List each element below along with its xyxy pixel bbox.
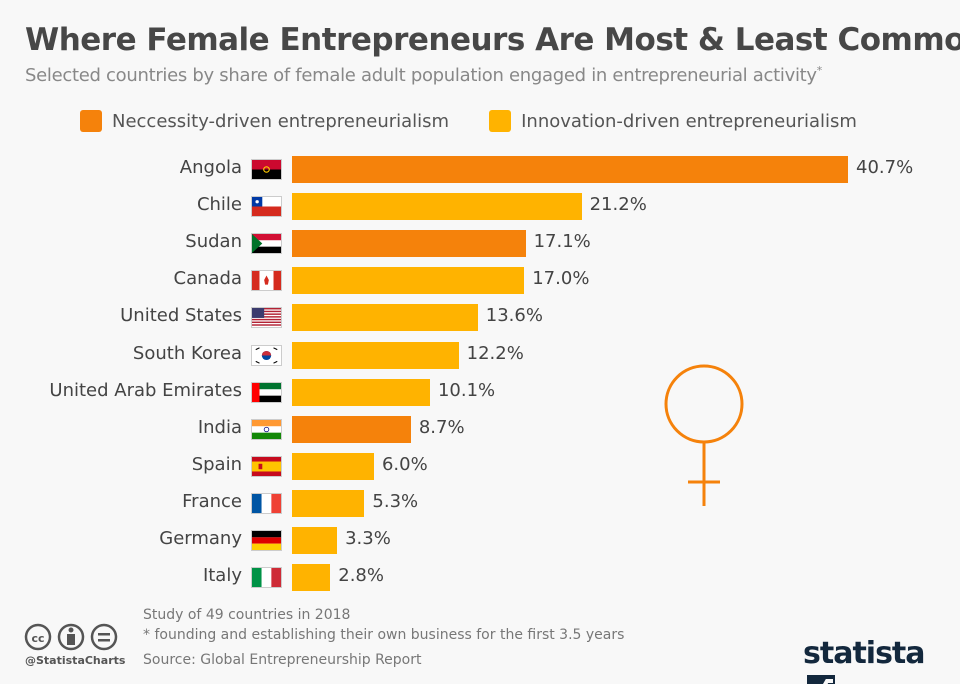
bar-sudan [292,230,526,258]
bar-spain [292,452,374,480]
data-label: 17.0% [532,268,590,290]
study-note: Study of 49 countries in 2018 [143,607,351,623]
flag-canada-icon [251,270,282,292]
bar-india [292,415,411,443]
data-label: 17.1% [533,231,591,253]
flag-italy-icon [251,567,282,589]
creative-commons-icons: cc [24,623,118,651]
data-label: 6.0% [381,453,428,475]
legend-item-innovation: Innovation-driven entrepreneurialism [489,110,857,132]
twitter-handle[interactable]: @StatistaCharts [25,654,126,667]
chart-subtitle: Selected countries by share of female ad… [25,64,822,86]
legend-swatch-necessity [80,110,102,132]
category-label: Sudan [185,231,242,253]
data-label: 12.2% [466,342,524,364]
legend-label: Innovation-driven entrepreneurialism [521,110,857,132]
statista-logo-icon [807,675,835,684]
female-symbol-icon [664,364,744,506]
data-label: 8.7% [418,416,465,438]
data-label: 2.8% [338,565,384,587]
flag-sudan-icon [251,233,282,255]
category-label: France [182,490,242,512]
category-label: Italy [202,565,242,587]
category-label: Spain [191,453,242,475]
subtitle-footnote-mark: * [816,64,823,77]
legend: Neccessity-driven entrepreneurialism Inn… [80,110,897,132]
flag-south-korea-icon [251,344,282,366]
bar-canada [292,267,525,295]
svg-text:cc: cc [31,632,44,645]
subtitle-text: Selected countries by share of female ad… [25,65,817,86]
category-label: Canada [173,268,243,290]
bar-chile [292,193,582,221]
category-label: United Arab Emirates [49,379,242,401]
bar-germany [292,527,338,554]
category-label: Germany [159,528,242,549]
statista-logo[interactable]: statista [803,636,960,684]
data-label: 40.7% [856,157,914,178]
legend-swatch-innovation [489,110,512,132]
flag-france-icon [251,492,282,514]
flag-india-icon [251,418,282,440]
bar-united-arab-emirates [292,378,430,406]
source[interactable]: Source: Global Entrepreneurship Report [143,652,422,668]
flag-spain-icon [251,455,282,477]
legend-label: Neccessity-driven entrepreneurialism [112,110,450,132]
flag-united-states-icon [251,307,282,329]
bar-angola [292,156,848,183]
data-label: 3.3% [345,528,391,549]
bar-south-korea [292,341,459,369]
category-label: Chile [196,194,242,216]
logo-text: statista [803,636,926,671]
legend-item-necessity: Neccessity-driven entrepreneurialism [80,110,449,132]
category-label: South Korea [132,342,242,364]
bar-united-states [292,304,478,332]
data-label: 5.3% [372,490,419,512]
bar-italy [292,564,331,592]
category-label: India [197,416,242,438]
flag-angola-icon [251,159,282,180]
flag-chile-icon [251,196,282,218]
data-label: 10.1% [437,379,496,401]
footnote: * founding and establishing their own bu… [143,627,625,643]
flag-germany-icon [251,530,282,551]
flag-united-arab-emirates-icon [251,381,282,403]
data-label: 13.6% [485,305,543,327]
data-label: 21.2% [589,194,647,216]
category-label: Angola [179,157,242,178]
category-label: United States [120,305,242,327]
bar-france [292,489,365,517]
chart-title: Where Female Entrepreneurs Are Most & Le… [25,22,960,58]
